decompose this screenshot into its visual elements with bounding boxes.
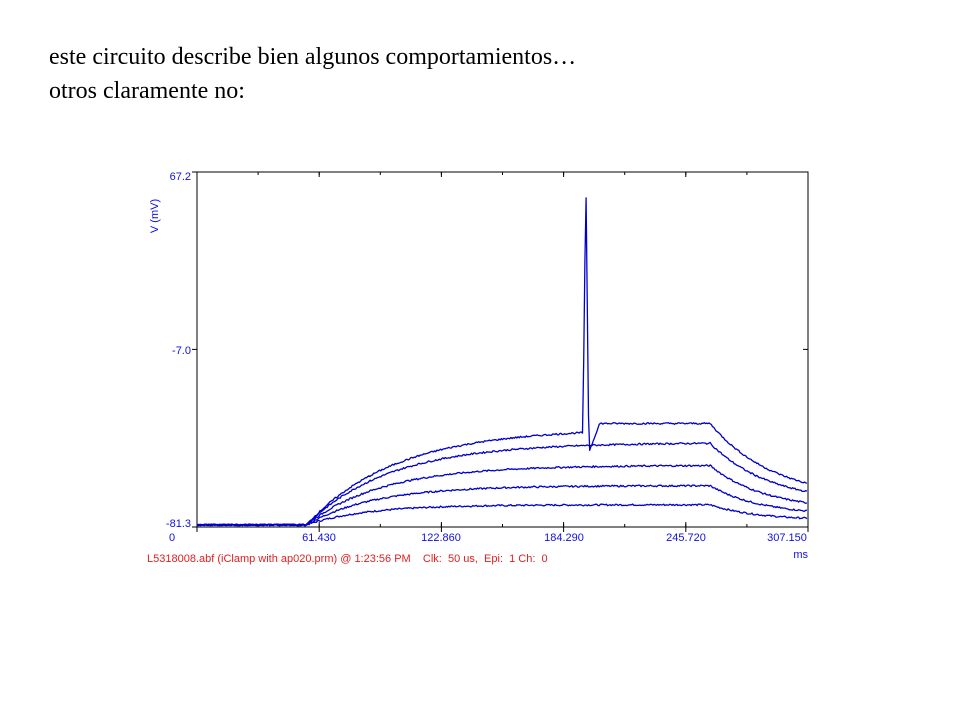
x-tick-label: 245.720 (666, 532, 706, 544)
slide-text-line-1: este circuito describe bien algunos comp… (49, 44, 577, 70)
y-tick-label: 67.2 (170, 171, 191, 183)
x-tick-label: 0 (169, 532, 175, 544)
y-axis-label: V (mV) (149, 199, 161, 233)
slide-text: este circuito describe bien algunos comp… (49, 40, 576, 108)
x-tick-label: 61.430 (302, 532, 336, 544)
recording-info: L5318008.abf (iClamp with ap020.prm) @ 1… (147, 553, 548, 565)
x-tick-label: 122.860 (421, 532, 461, 544)
traces (196, 197, 808, 527)
x-tick-label: 184.290 (544, 532, 584, 544)
y-tick-label: -81.3 (166, 518, 191, 530)
voltage-trace-3 (196, 464, 808, 527)
slide-text-line-2: otros claramente no: (49, 78, 245, 104)
y-tick-label: -7.0 (172, 345, 191, 357)
x-tick-label: 307.150 (767, 532, 807, 544)
voltage-trace-4 (196, 441, 808, 527)
plot-frame (196, 171, 809, 528)
axis-ticks (192, 171, 809, 532)
x-axis-label: ms (793, 549, 808, 561)
voltage-trace-1 (196, 503, 808, 527)
voltage-trace-5 (196, 197, 808, 527)
